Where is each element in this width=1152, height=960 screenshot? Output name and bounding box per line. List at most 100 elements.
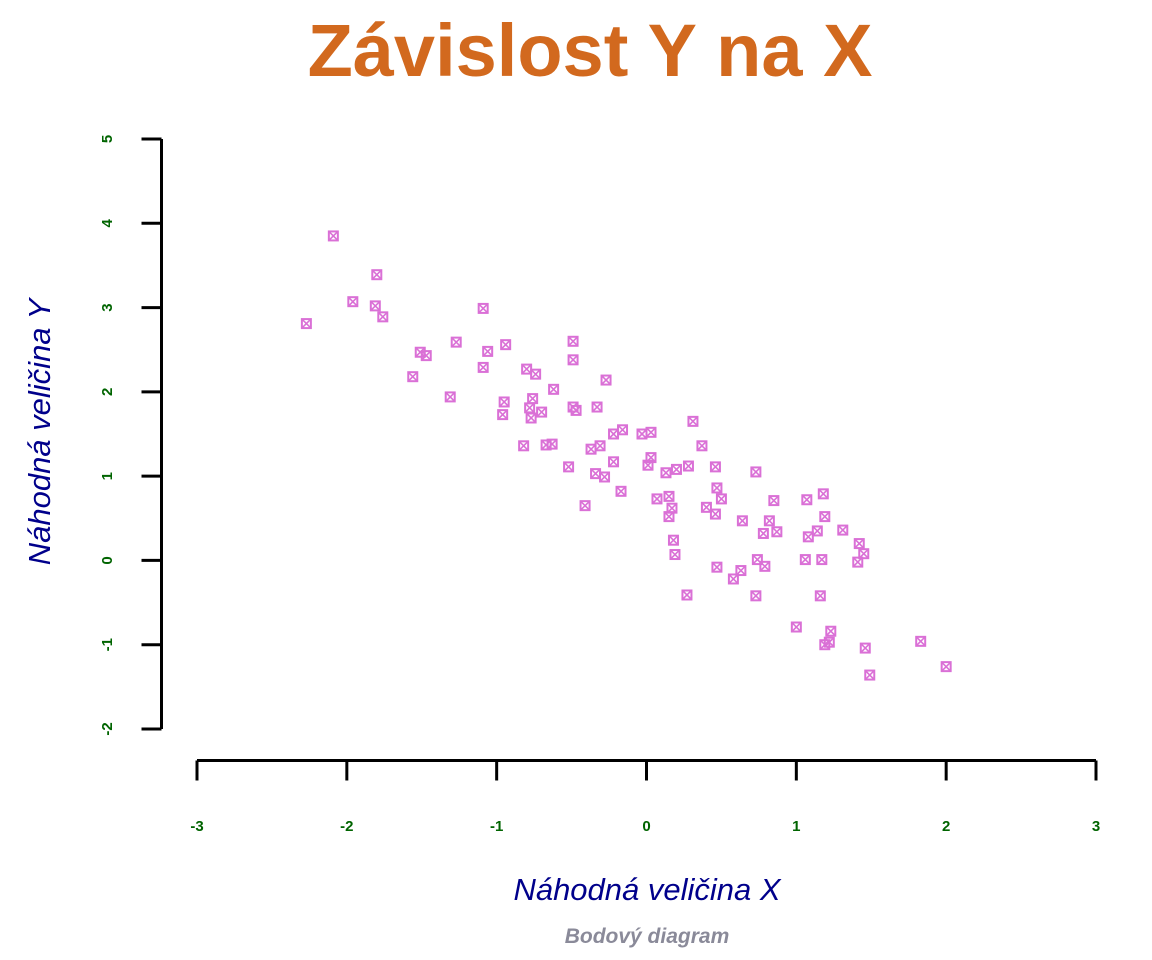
data-point-cross	[818, 488, 829, 499]
data-point-cross	[301, 318, 312, 329]
data-point-cross	[815, 590, 826, 601]
data-point	[940, 661, 952, 673]
data-point	[651, 493, 663, 505]
data-point-cross	[594, 440, 606, 451]
data-point-cross	[499, 396, 510, 408]
data-point	[817, 488, 829, 500]
data-point-cross	[750, 466, 761, 477]
data-point	[736, 515, 748, 527]
data-point	[369, 300, 381, 312]
data-point-cross	[451, 337, 462, 348]
data-point-cross	[371, 269, 382, 280]
data-point	[645, 426, 657, 438]
data-point	[819, 639, 831, 651]
data-point	[482, 345, 494, 357]
data-point-cross	[642, 460, 654, 471]
data-point-cross	[524, 402, 535, 413]
data-point	[759, 560, 771, 572]
data-point	[669, 549, 681, 561]
data-point	[518, 440, 530, 452]
data-point	[594, 440, 606, 452]
data-point-cross	[636, 428, 648, 440]
data-point	[498, 396, 510, 408]
data-point-cross	[370, 300, 381, 311]
data-point	[711, 482, 723, 494]
data-point	[599, 471, 611, 483]
data-point-cross	[663, 491, 675, 502]
data-point-cross	[563, 461, 574, 472]
data-point-cross	[521, 364, 532, 375]
data-point-cross	[737, 515, 748, 526]
y-tick-label: 5	[99, 135, 116, 143]
data-point-cross	[854, 538, 865, 549]
data-point	[801, 494, 813, 506]
data-point-cross	[681, 589, 693, 601]
data-point-cross	[497, 409, 508, 420]
data-point	[853, 538, 865, 550]
data-point-cross	[710, 461, 721, 472]
data-point	[687, 415, 699, 427]
data-point	[715, 493, 727, 505]
data-point	[477, 361, 489, 373]
data-point-cross	[568, 354, 579, 365]
data-point-cross	[668, 535, 679, 546]
data-point	[567, 401, 579, 413]
data-point	[819, 511, 831, 523]
data-point	[377, 311, 389, 323]
data-point-cross	[660, 467, 672, 478]
y-axis-title: Náhodná veličina Y	[22, 298, 57, 566]
data-point-cross	[547, 439, 558, 450]
data-point	[591, 401, 603, 413]
data-point	[642, 459, 654, 471]
data-point-cross	[683, 460, 694, 472]
data-point-cross	[711, 482, 722, 494]
data-point	[347, 296, 359, 308]
data-point	[682, 460, 694, 472]
data-point-cross	[478, 303, 489, 314]
data-point	[525, 412, 537, 424]
data-point	[915, 635, 927, 647]
data-point-cross	[530, 369, 541, 380]
chart-title: Závislost Y na X	[307, 9, 873, 92]
data-point-cross	[687, 416, 699, 427]
data-point	[670, 463, 682, 475]
data-point-cross	[617, 424, 628, 435]
data-point-cross	[710, 509, 721, 520]
data-point	[811, 525, 823, 537]
data-point-cross	[482, 346, 493, 357]
y-tick-label: 0	[99, 556, 116, 564]
data-point-cross	[800, 554, 811, 565]
data-point	[327, 230, 339, 242]
data-point-cross	[801, 494, 812, 505]
data-point-cross	[819, 511, 830, 522]
y-tick-label: 2	[99, 388, 116, 396]
data-point-cross	[752, 554, 763, 565]
data-point	[727, 573, 739, 585]
data-point	[371, 269, 383, 281]
data-point	[615, 485, 627, 497]
data-point	[600, 374, 612, 386]
data-point-cross	[696, 440, 708, 451]
data-point	[608, 456, 620, 468]
chart-subtitle: Bodový diagram	[564, 925, 730, 948]
data-point-cross	[421, 350, 432, 361]
data-point	[864, 669, 876, 681]
data-point-cross	[803, 531, 814, 542]
data-point-cross	[568, 336, 579, 347]
data-point	[663, 490, 675, 502]
data-point	[700, 501, 712, 513]
data-point	[660, 467, 672, 479]
data-point	[414, 346, 426, 358]
data-point	[837, 524, 849, 536]
data-point-cross	[837, 525, 848, 536]
data-point-cross	[941, 661, 952, 672]
data-point-cross	[758, 528, 769, 539]
data-point-cross	[590, 468, 601, 479]
data-point-cross	[651, 493, 663, 504]
x-tick-label: -1	[490, 818, 503, 835]
data-point	[567, 335, 579, 347]
data-point-cross	[825, 626, 836, 637]
y-tick-label: 3	[99, 303, 116, 311]
x-axis-title: Náhodná veličina X	[513, 872, 781, 907]
